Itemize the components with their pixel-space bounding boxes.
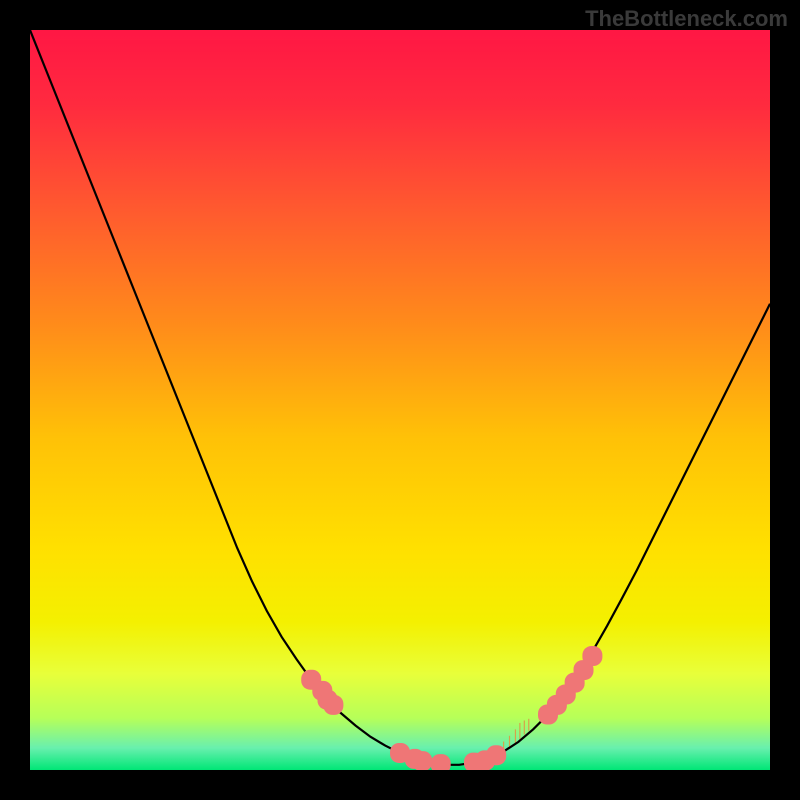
data-marker [431, 754, 451, 770]
data-marker [582, 646, 602, 666]
data-marker [412, 751, 432, 770]
data-marker [323, 695, 343, 715]
watermark-text: TheBottleneck.com [585, 6, 788, 32]
gradient-background [30, 30, 770, 770]
chart-container [30, 30, 770, 770]
bottleneck-chart [30, 30, 770, 770]
data-marker [486, 745, 506, 765]
